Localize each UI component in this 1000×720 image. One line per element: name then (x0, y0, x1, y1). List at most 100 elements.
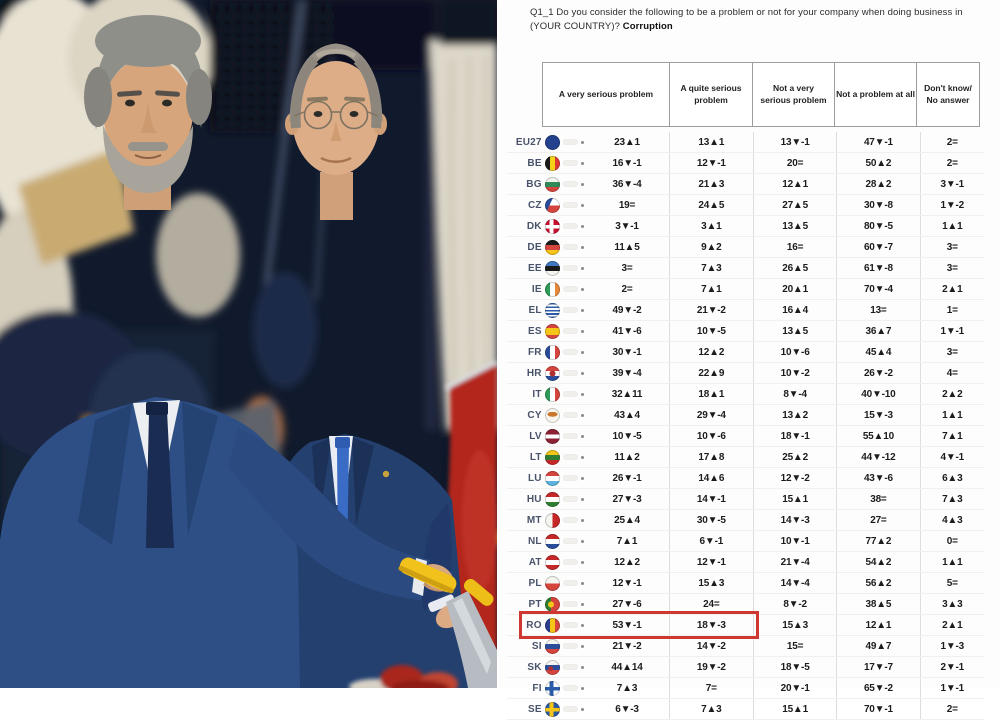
trend-pill-icon (562, 454, 578, 460)
cell-value: 60▼-7 (837, 237, 921, 257)
trend-dot-icon (580, 497, 584, 501)
cell-value: 10▼-5 (585, 426, 670, 446)
table-row-cy: CY 43▲4 29▼-4 13▲2 15▼-3 1▲1 (507, 405, 984, 426)
column-header-not-very-serious: Not a very serious problem (752, 62, 835, 127)
flag-lt-icon (544, 449, 560, 465)
cell-value: 16= (754, 237, 838, 257)
cell-value: 49▲7 (837, 636, 921, 656)
column-header-not-a-problem: Not a problem at all (834, 62, 917, 127)
flag-se-icon (544, 701, 560, 717)
faded-trend-marker (560, 664, 586, 670)
country-code: LT (529, 451, 542, 463)
trend-dot-icon (580, 434, 584, 438)
trend-pill-icon (562, 601, 578, 607)
table-row-mt: MT 25▲4 30▼-5 14▼-3 27= 4▲3 (507, 510, 984, 531)
flag-it-icon (544, 386, 560, 402)
cell-value: 16▼-1 (585, 153, 670, 173)
table-row-ie: IE 2= 7▲1 20▲1 70▼-4 2▲1 (507, 279, 984, 300)
cell-value: 21▲3 (670, 174, 754, 194)
country-code: DK (526, 220, 542, 232)
faded-trend-marker (560, 286, 586, 292)
cell-value: 1▼-1 (940, 325, 965, 337)
country-code: HR (526, 367, 542, 379)
flag-pt-icon (544, 596, 560, 612)
trend-pill-icon (562, 475, 578, 481)
flag-fi-icon (544, 680, 560, 696)
cell-value: 3▲1 (670, 216, 754, 236)
cell-value: 12▲1 (754, 174, 838, 194)
cell-value: 39▼-4 (585, 363, 670, 383)
cell-value: 2= (585, 279, 670, 299)
table-body: EU27 23▲1 13▲1 13▼-1 47▼-1 2= BE 16▼-1 12▼-1 20= 5… (507, 132, 984, 720)
cell-value: 43▲4 (585, 405, 670, 425)
cell-value: 15▲1 (754, 489, 838, 509)
trend-pill-icon (562, 433, 578, 439)
flag-bg-icon (544, 176, 560, 192)
cell-value: 40▼-10 (837, 384, 921, 404)
cell-value: 19▼-2 (670, 657, 754, 677)
cell-value: 14▼-4 (754, 573, 838, 593)
flag-ee-icon (544, 260, 560, 276)
table-row-hr: HR 39▼-4 22▲9 10▼-2 26▼-2 4= (507, 363, 984, 384)
cell-value: 10▼-6 (670, 426, 754, 446)
cell-value: 4▼-1 (940, 451, 965, 463)
trend-pill-icon (562, 328, 578, 334)
cell-value: 25▲2 (754, 447, 838, 467)
flag-cz-icon (544, 197, 560, 213)
faded-trend-marker (560, 622, 586, 628)
cell-value: 27▲5 (754, 195, 838, 215)
cell-value: 12▲2 (670, 342, 754, 362)
cell-value: 3▼-1 (940, 178, 965, 190)
trend-dot-icon (580, 602, 584, 606)
cell-value: 2= (946, 703, 958, 715)
cell-value: 7▲1 (585, 531, 670, 551)
cell-value: 44▲14 (585, 657, 670, 677)
cell-value: 45▲4 (837, 342, 921, 362)
cell-value: 1▲1 (942, 409, 963, 421)
trend-pill-icon (562, 370, 578, 376)
cell-value: 41▼-6 (585, 321, 670, 341)
table-row-el: EL 49▼-2 21▼-2 16▲4 13= 1= (507, 300, 984, 321)
cell-value: 8▼-2 (754, 594, 838, 614)
trend-pill-icon (562, 391, 578, 397)
cell-value: 53▼-1 (585, 615, 670, 635)
cell-value: 1= (946, 304, 958, 316)
country-code: CZ (527, 199, 542, 211)
faded-trend-marker (560, 517, 586, 523)
table-row-nl: NL 7▲1 6▼-1 10▼-1 77▲2 0= (507, 531, 984, 552)
trend-pill-icon (562, 559, 578, 565)
column-header-quite-serious: A quite serious problem (669, 62, 753, 127)
cell-value: 38▲5 (837, 594, 921, 614)
cell-value: 30▼-5 (670, 510, 754, 530)
cell-value: 11▲5 (585, 237, 670, 257)
cell-value: 13▲2 (754, 405, 838, 425)
highlight-box-ro (519, 611, 759, 639)
cell-value: 2▲1 (942, 619, 963, 631)
cell-value: 3= (946, 262, 958, 274)
cell-value: 6▼-1 (670, 531, 754, 551)
cell-value: 10▼-2 (754, 363, 838, 383)
table-row-hu: HU 27▼-3 14▼-1 15▲1 38= 7▲3 (507, 489, 984, 510)
cell-value: 18▲1 (670, 384, 754, 404)
country-code: BG (526, 178, 542, 190)
cell-value: 13▼-1 (754, 132, 838, 152)
trend-dot-icon (580, 224, 584, 228)
flag-cy-icon (544, 407, 560, 423)
flag-es-icon (544, 323, 560, 339)
cell-value: 8▼-4 (754, 384, 838, 404)
column-header-very-serious: A very serious problem (542, 62, 670, 127)
table-row-sk: SK 44▲14 19▼-2 18▼-5 17▼-7 2▼-1 (507, 657, 984, 678)
faded-trend-marker (560, 328, 586, 334)
table-row-fi: FI 7▲3 7= 20▼-1 65▼-2 1▼-1 (507, 678, 984, 699)
survey-panel: Q1_1 Do you consider the following to be… (497, 0, 1000, 720)
country-code: MT (526, 514, 542, 526)
cell-value: 2▼-1 (940, 661, 965, 673)
table-row-lv: LV 10▼-5 10▼-6 18▼-1 55▲10 7▲1 (507, 426, 984, 447)
cell-value: 2▲2 (942, 388, 963, 400)
trend-pill-icon (562, 307, 578, 313)
table-row-si: SI 21▼-2 14▼-2 15= 49▲7 1▼-3 (507, 636, 984, 657)
table-row-pt: PT 27▼-6 24= 8▼-2 38▲5 3▲3 (507, 594, 984, 615)
country-code: EU27 (515, 136, 542, 148)
country-code: NL (527, 535, 542, 547)
cell-value: 18▼-5 (754, 657, 838, 677)
